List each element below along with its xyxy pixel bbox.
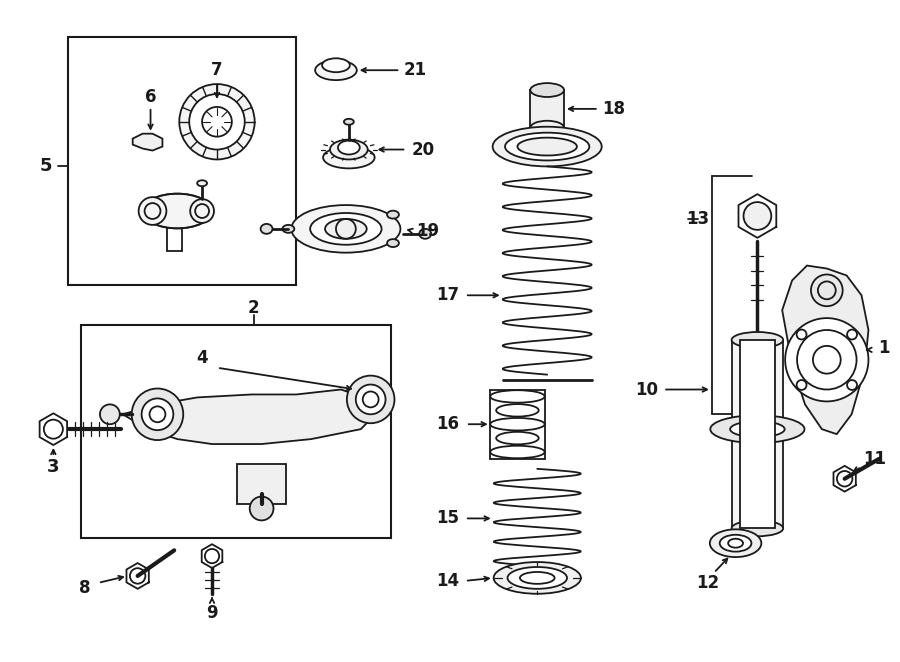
Bar — [740, 340, 775, 528]
Ellipse shape — [197, 180, 207, 186]
Ellipse shape — [142, 194, 212, 228]
Text: 9: 9 — [206, 604, 218, 622]
Ellipse shape — [492, 126, 602, 166]
Bar — [81, 325, 391, 538]
Circle shape — [139, 197, 166, 225]
Text: 7: 7 — [212, 61, 223, 79]
Ellipse shape — [322, 58, 350, 72]
Text: 14: 14 — [436, 572, 460, 590]
Text: 5: 5 — [40, 158, 51, 175]
Polygon shape — [122, 389, 375, 444]
Ellipse shape — [283, 225, 294, 233]
Ellipse shape — [508, 567, 567, 589]
Ellipse shape — [387, 239, 399, 247]
Circle shape — [131, 389, 184, 440]
Ellipse shape — [387, 211, 399, 218]
Circle shape — [356, 385, 385, 414]
Circle shape — [346, 375, 394, 423]
Circle shape — [811, 275, 842, 307]
Ellipse shape — [732, 332, 783, 348]
Text: 11: 11 — [863, 450, 886, 468]
Ellipse shape — [710, 530, 761, 557]
Circle shape — [189, 94, 245, 150]
Ellipse shape — [292, 205, 400, 253]
Circle shape — [743, 202, 771, 230]
Text: 12: 12 — [697, 574, 719, 592]
Ellipse shape — [315, 60, 356, 80]
Ellipse shape — [710, 415, 805, 443]
Text: 1: 1 — [878, 339, 890, 357]
Text: 6: 6 — [145, 88, 157, 106]
Text: 20: 20 — [411, 140, 435, 158]
Text: 13: 13 — [687, 210, 709, 228]
Ellipse shape — [720, 535, 751, 551]
Text: 2: 2 — [248, 299, 259, 317]
Ellipse shape — [330, 140, 368, 160]
Ellipse shape — [419, 229, 431, 239]
Ellipse shape — [261, 224, 273, 234]
Circle shape — [796, 380, 806, 390]
Ellipse shape — [493, 562, 580, 594]
Bar — [530, 90, 564, 128]
Ellipse shape — [325, 219, 366, 239]
Ellipse shape — [732, 520, 783, 536]
Circle shape — [249, 496, 274, 520]
Ellipse shape — [730, 421, 785, 437]
Circle shape — [847, 380, 857, 390]
Circle shape — [179, 84, 255, 160]
Ellipse shape — [530, 120, 564, 134]
Text: 19: 19 — [417, 222, 440, 240]
Text: 16: 16 — [436, 415, 460, 433]
Text: 8: 8 — [79, 579, 91, 597]
Bar — [237, 464, 286, 504]
Text: 10: 10 — [634, 381, 658, 399]
Circle shape — [785, 318, 868, 401]
Text: 3: 3 — [47, 458, 59, 476]
Text: 18: 18 — [602, 100, 626, 118]
Bar — [68, 38, 296, 285]
Circle shape — [796, 330, 806, 340]
Text: 17: 17 — [436, 286, 460, 305]
Ellipse shape — [530, 83, 564, 97]
Ellipse shape — [323, 146, 374, 168]
Circle shape — [141, 399, 174, 430]
Circle shape — [190, 199, 214, 223]
Text: 4: 4 — [196, 349, 208, 367]
Bar — [732, 340, 783, 528]
Polygon shape — [782, 265, 868, 434]
Circle shape — [847, 330, 857, 340]
Ellipse shape — [518, 138, 577, 156]
Polygon shape — [132, 134, 162, 150]
Ellipse shape — [310, 213, 382, 245]
Ellipse shape — [505, 132, 590, 160]
Circle shape — [100, 404, 120, 424]
Text: 21: 21 — [404, 61, 427, 79]
Ellipse shape — [338, 140, 360, 154]
Ellipse shape — [344, 118, 354, 124]
Text: 15: 15 — [436, 510, 460, 528]
